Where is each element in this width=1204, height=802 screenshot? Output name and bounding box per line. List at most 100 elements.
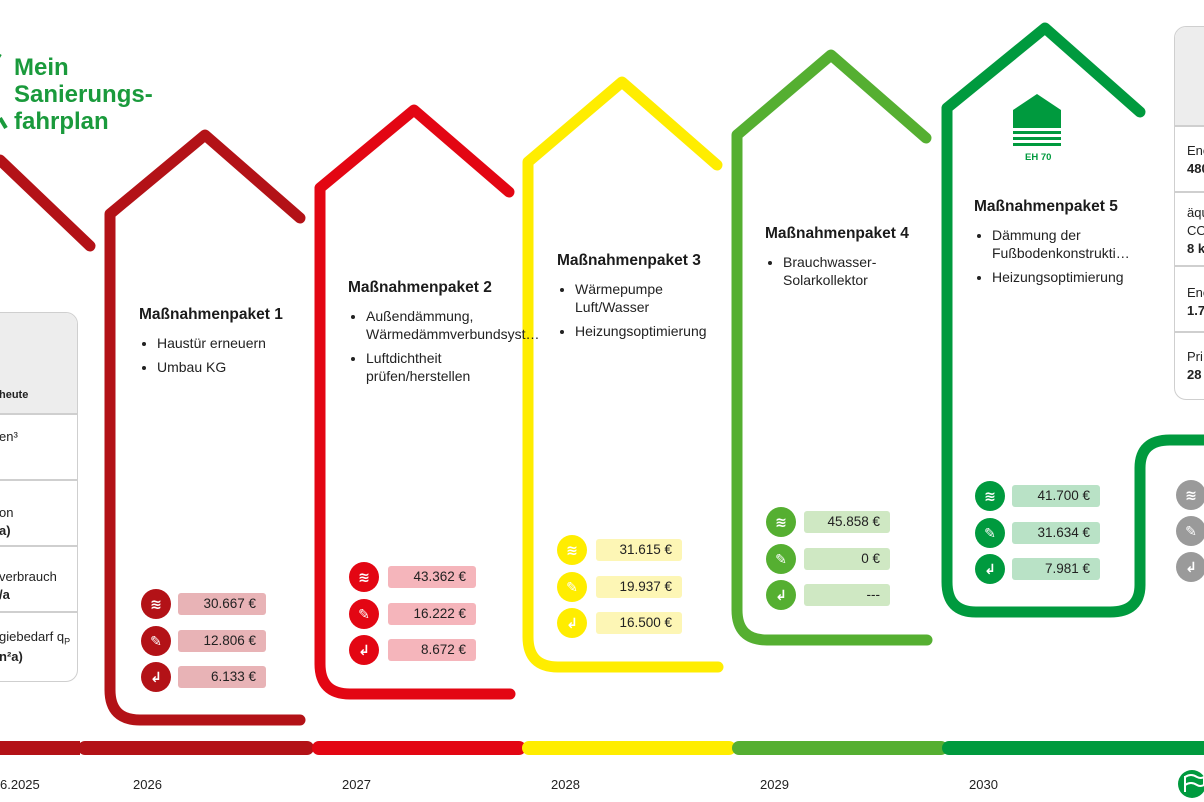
package-5[interactable]: EH 70 Maßnahmenpaket 5 Dämmung der Fußbo…: [974, 152, 1149, 292]
hand-coins-icon: ↲: [1176, 552, 1204, 582]
package-3-cost-2: 19.937 €: [596, 575, 682, 598]
wrench-coins-icon: ✎: [1176, 516, 1204, 546]
package-2[interactable]: Maßnahmenpaket 2 Außendämmung, Wärmedämm…: [348, 279, 540, 391]
current-row-1: en³: [0, 413, 77, 481]
year-label-today: 6.2025: [0, 777, 40, 792]
package-1-cost-2: 12.806 €: [178, 629, 266, 652]
coins-icon: ≋: [557, 535, 587, 565]
target-state-header: [1175, 27, 1204, 126]
logo-line1: Mein: [14, 54, 69, 81]
target-row-2-value: 8 k: [1187, 241, 1204, 256]
target-row-4-value: 28: [1187, 367, 1202, 382]
package-5-title: Maßnahmenpaket 5: [974, 198, 1118, 215]
package-1-measures: Haustür erneuern Umbau KG: [139, 334, 314, 376]
package-4-cost-3: ---: [804, 584, 890, 606]
target-row-1: Ene 480: [1175, 125, 1204, 191]
target-row-4: Pri 28: [1175, 331, 1204, 399]
coins-icon: ≋: [766, 507, 796, 537]
logo-line2: Sanierungs-: [14, 81, 153, 108]
current-row-4: giebedarf qP n²a): [0, 611, 77, 681]
package-1-cost-1: 30.667 €: [178, 593, 266, 615]
target-row-2: äqu CO 8 k: [1175, 191, 1204, 265]
year-label-2026: 2026: [133, 777, 162, 792]
house-outline-6: [1134, 434, 1204, 486]
hand-coins-icon: ↲: [557, 608, 587, 638]
timeline-segment-3: [522, 741, 736, 755]
timeline-segment-2: [312, 741, 526, 755]
package-5-cost-3: 7.981 €: [1012, 558, 1100, 580]
package-5-measures: Dämmung der Fußbodenkonstrukti… Heizungs…: [974, 226, 1149, 286]
timeline-segment-5: [942, 741, 1204, 755]
year-label-2028: 2028: [551, 777, 580, 792]
package-4-cost-2: 0 €: [804, 547, 890, 570]
house-outline-4: [731, 49, 933, 646]
timeline-segment-1: [78, 741, 314, 755]
current-state-header: heute: [0, 313, 77, 414]
house-outline-2: [314, 104, 516, 700]
current-row-3-unit: /a: [0, 587, 10, 602]
wrench-coins-icon: ✎: [557, 571, 587, 602]
current-state-card[interactable]: heute en³ on a) verbrauch /a giebedarf q…: [0, 312, 78, 682]
package-3-cost-1: 31.615 €: [596, 539, 682, 561]
target-row-1-value: 480: [1187, 161, 1204, 176]
current-row-2-unit: a): [0, 523, 11, 538]
current-state-label: heute: [0, 389, 29, 401]
target-state-card[interactable]: Ene 480 äqu CO 8 k Ene 1.7 Pri 28: [1174, 26, 1204, 400]
package-5-cost-1: 41.700 €: [1012, 485, 1100, 507]
efficiency-badge-label: EH 70: [1025, 152, 1052, 163]
hand-coins-icon: ↲: [141, 662, 171, 692]
hand-coins-icon: ↲: [975, 554, 1005, 584]
package-1[interactable]: Maßnahmenpaket 1 Haustür erneuern Umbau …: [139, 306, 314, 382]
package-4-cost-1: 45.858 €: [804, 511, 890, 533]
current-row-3-label: verbrauch: [0, 569, 57, 584]
package-3-measure-2: Heizungsoptimierung: [575, 322, 727, 340]
package-4-measures: Brauchwasser-Solarkollektor: [765, 253, 935, 289]
house-outline-5: [941, 22, 1146, 618]
package-2-cost-2: 16.222 €: [388, 602, 476, 625]
package-3[interactable]: Maßnahmenpaket 3 Wärmepumpe Luft/Wasser …: [557, 252, 727, 346]
target-row-4-label: Pri: [1187, 349, 1203, 364]
coins-icon: ≋: [975, 481, 1005, 511]
package-5-measure-1: Dämmung der Fußbodenkonstrukti…: [992, 226, 1152, 262]
current-row-4-unit: n²a): [0, 649, 23, 664]
coins-icon: ≋: [349, 562, 379, 592]
house-outline-today: [0, 154, 96, 252]
hand-coins-icon: ↲: [766, 580, 796, 610]
package-1-measure-1: Haustür erneuern: [157, 334, 314, 352]
package-1-cost-3: 6.133 €: [178, 666, 266, 688]
hand-coins-icon: ↲: [349, 635, 379, 665]
target-row-3: Ene 1.7: [1175, 265, 1204, 331]
efficiency-house-icon: [1013, 94, 1061, 146]
package-4[interactable]: Maßnahmenpaket 4 Brauchwasser-Solarkolle…: [765, 225, 935, 295]
wrench-coins-icon: ✎: [141, 625, 171, 656]
target-row-1-label: Ene: [1187, 143, 1204, 158]
package-3-measure-1: Wärmepumpe Luft/Wasser: [575, 280, 675, 316]
timeline-segment-4: [732, 741, 948, 755]
package-1-title: Maßnahmenpaket 1: [139, 306, 283, 323]
target-row-2-label2: CO: [1187, 223, 1204, 238]
package-2-title: Maßnahmenpaket 2: [348, 279, 492, 296]
timeline-segment-0: [0, 741, 80, 755]
package-3-cost-3: 16.500 €: [596, 612, 682, 634]
current-row-3: verbrauch /a: [0, 545, 77, 613]
package-2-measure-2: Luftdichtheit prüfen/herstellen: [366, 349, 506, 385]
coins-icon: ≋: [141, 589, 171, 619]
year-label-2027: 2027: [342, 777, 371, 792]
package-2-measures: Außendämmung, Wärmedämmverbundsyst… Luft…: [348, 307, 540, 385]
package-2-cost-1: 43.362 €: [388, 566, 476, 588]
package-3-title: Maßnahmenpaket 3: [557, 252, 701, 269]
logo-house-mark: [0, 54, 8, 130]
package-5-cost-2: 31.634 €: [1012, 521, 1100, 544]
house-outline-1: [104, 129, 306, 726]
package-3-measures: Wärmepumpe Luft/Wasser Heizungsoptimieru…: [557, 280, 727, 340]
wrench-coins-icon: ✎: [349, 598, 379, 629]
year-label-2029: 2029: [760, 777, 789, 792]
wrench-coins-icon: ✎: [766, 543, 796, 574]
wrench-coins-icon: ✎: [975, 517, 1005, 548]
target-row-3-value: 1.7: [1187, 303, 1204, 318]
app-logo: Mein Sanierungs- fahrplan: [14, 54, 153, 135]
current-row-1-label: en³: [0, 429, 18, 444]
package-4-measure-1: Brauchwasser-Solarkollektor: [783, 253, 893, 289]
